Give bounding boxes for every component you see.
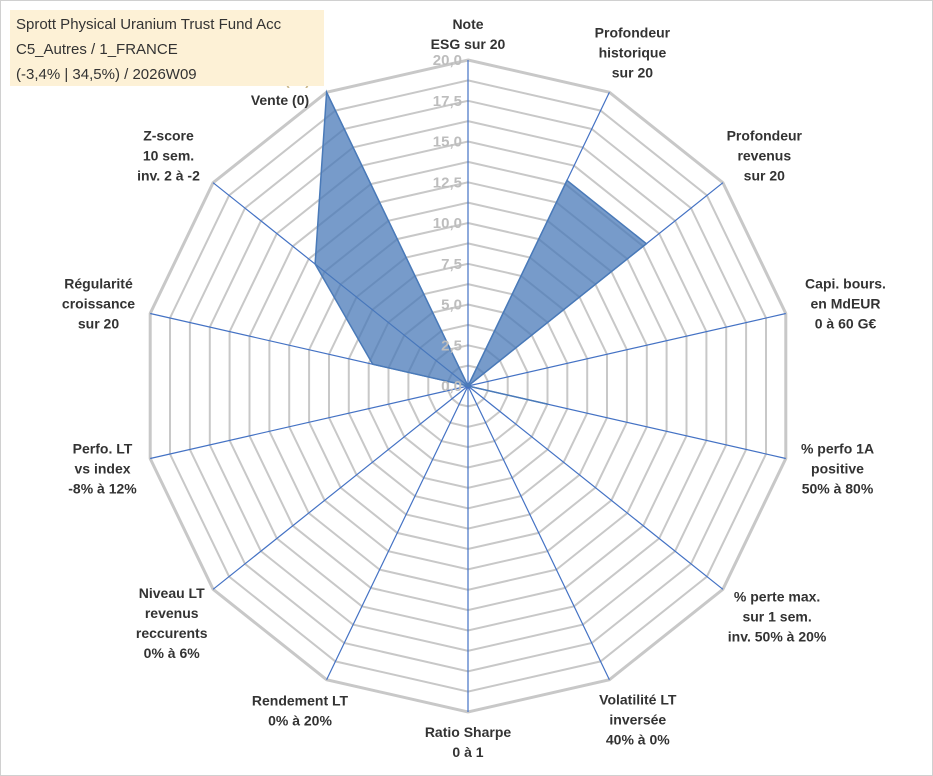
tick-label: 5,0 [441, 297, 462, 314]
axis-spoke [467, 385, 724, 590]
axis-spoke [212, 385, 469, 590]
fund-info-box: Sprott Physical Uranium Trust Fund Acc C… [10, 10, 324, 86]
axis-label-10: Niveau LT revenus reccurents 0% à 6% [136, 585, 208, 661]
axis-label-11: Perfo. LT vs index -8% à 12% [68, 440, 137, 496]
axis-spoke [467, 385, 610, 680]
axis-label-5: % perfo 1A positive 50% à 80% [801, 440, 874, 496]
tick-label: 10,0 [433, 215, 462, 232]
axis-label-13: Z-score 10 sem. inv. 2 à -2 [137, 127, 200, 183]
axis-label-line: reccurents [136, 625, 208, 641]
axis-label-line: 10 sem. [143, 147, 194, 163]
axis-label-line: sur 20 [612, 65, 653, 81]
axis-label-line: Niveau LT [139, 585, 205, 601]
axis-label-line: ESG sur 20 [431, 36, 506, 52]
axis-label-line: % perfo 1A [801, 440, 874, 456]
axis-label-6: % perte max. sur 1 sem. inv. 50% à 20% [728, 589, 827, 645]
axis-label-3: Profondeur revenus sur 20 [727, 127, 803, 183]
axis-label-line: Vente (0) [251, 92, 309, 108]
axis-label-line: vs index [74, 460, 130, 476]
axis-label-line: inv. 50% à 20% [728, 629, 827, 645]
axis-spoke [150, 385, 469, 460]
axis-label-line: 0% à 20% [268, 712, 332, 728]
axis-label-line: 40% à 0% [606, 731, 670, 747]
axis-label-line: Ratio Sharpe [425, 724, 512, 740]
axis-label-line: Profondeur [595, 25, 671, 41]
tick-label: 20,0 [433, 52, 462, 69]
axis-spoke [326, 385, 469, 680]
axis-label-line: sur 1 sem. [742, 609, 811, 625]
axis-label-line: Capi. bours. [805, 276, 886, 292]
axis-label-line: Profondeur [727, 127, 803, 143]
radar-series [314, 89, 648, 405]
tick-label: 12,5 [433, 174, 462, 191]
axis-label-line: croissance [62, 296, 135, 312]
axis-label-line: Rendement LT [252, 692, 349, 708]
tick-label: 2,5 [441, 337, 462, 354]
axis-label-7: Volatilité LT inversée 40% à 0% [599, 691, 677, 747]
fund-category: C5_Autres / 1_FRANCE [16, 41, 178, 58]
tick-label: 17,5 [433, 93, 462, 110]
axis-label-8: Ratio Sharpe 0 à 1 [425, 724, 512, 760]
axis-label-line: en MdEUR [811, 296, 881, 312]
axis-label-line: 0 à 1 [452, 744, 483, 760]
axis-label-line: sur 20 [78, 316, 119, 332]
axis-label-2: Profondeur historique sur 20 [595, 25, 671, 81]
fund-performance-week: (-3,4% | 34,5%) / 2026W09 [16, 66, 197, 83]
tick-label: 0,0 [441, 378, 462, 395]
axis-label-line: positive [811, 460, 864, 476]
axis-label-1: Note ESG sur 20 [431, 16, 506, 52]
axis-label-line: Z-score [143, 127, 194, 143]
axis-label-line: 50% à 80% [802, 480, 874, 496]
tick-label: 7,5 [441, 256, 462, 273]
axis-label-line: % perte max. [734, 589, 820, 605]
radial-tick-labels: 0,0 2,5 5,0 7,5 10,0 12,5 15,0 17,5 20,0 [433, 52, 462, 395]
series-area [314, 89, 648, 405]
axis-labels: Note ESG sur 20 Profondeur historique sur 20… [62, 16, 886, 760]
axis-label-line: -8% à 12% [68, 480, 137, 496]
fund-name: Sprott Physical Uranium Trust Fund Acc [16, 16, 282, 33]
axis-label-line: revenus [145, 605, 199, 621]
axis-label-line: 0 à 60 G€ [815, 316, 877, 332]
axis-label-4: Capi. bours. en MdEUR 0 à 60 G€ [805, 276, 886, 332]
axis-label-12: Régularité croissance sur 20 [62, 276, 135, 332]
axis-label-line: 0% à 6% [144, 645, 201, 661]
axis-label-line: Volatilité LT [599, 691, 677, 707]
axis-label-line: revenus [737, 147, 791, 163]
axis-label-9: Rendement LT 0% à 20% [252, 692, 349, 728]
axis-label-line: Perfo. LT [73, 440, 133, 456]
axis-label-line: inversée [609, 711, 666, 727]
axis-label-line: Régularité [64, 276, 133, 292]
tick-label: 15,0 [433, 134, 462, 151]
axis-label-line: historique [599, 45, 667, 61]
axis-spoke [467, 312, 786, 387]
axis-label-line: inv. 2 à -2 [137, 167, 200, 183]
axis-label-line: Note [452, 16, 483, 32]
axis-label-line: sur 20 [744, 167, 785, 183]
